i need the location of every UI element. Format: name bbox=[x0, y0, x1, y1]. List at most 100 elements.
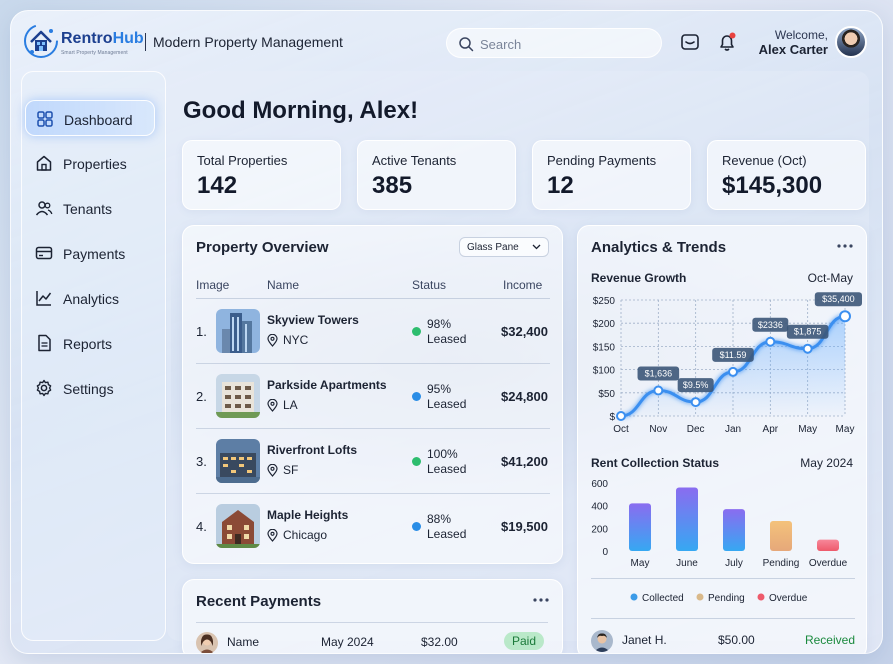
property-thumbnail bbox=[216, 309, 260, 353]
sidebar-item-tenants[interactable]: Tenants bbox=[25, 190, 155, 226]
sidebar-item-label: Payments bbox=[63, 246, 126, 262]
data-label: $1,875 bbox=[794, 327, 822, 337]
table-row[interactable]: 4. Maple Heights Chicago 88% Leased $19,5… bbox=[196, 494, 550, 559]
stat-label: Total Properties bbox=[197, 153, 288, 168]
more-options-icon[interactable] bbox=[533, 598, 549, 602]
data-point bbox=[839, 310, 851, 323]
occupancy-percent: 95% bbox=[427, 382, 452, 396]
user-avatar[interactable] bbox=[835, 26, 867, 58]
y-tick-label: 0 bbox=[602, 547, 608, 558]
property-income: $41,200 bbox=[501, 454, 548, 469]
stat-card-total-properties: Total Properties 142 bbox=[182, 140, 341, 210]
gear-icon bbox=[36, 379, 52, 397]
column-header: Status bbox=[412, 278, 447, 292]
payment-date: May 2024 bbox=[321, 635, 374, 649]
status-dot bbox=[412, 392, 421, 401]
analytics-card: Analytics & Trends Revenue Growth Oct-Ma… bbox=[577, 225, 867, 653]
header-divider bbox=[196, 298, 550, 299]
data-label-bg bbox=[637, 366, 680, 381]
stat-label: Active Tenants bbox=[372, 153, 457, 168]
payment-row[interactable]: Janet H. $50.00 Received bbox=[591, 630, 855, 653]
card-icon bbox=[35, 246, 53, 260]
data-point bbox=[765, 336, 776, 347]
stat-card-revenue: Revenue (Oct) $145,300 bbox=[707, 140, 866, 210]
occupancy-word: Leased bbox=[427, 527, 467, 541]
occupancy-percent: 98% bbox=[427, 317, 452, 331]
card-title: Analytics & Trends bbox=[591, 239, 727, 256]
x-tick-label: May bbox=[798, 424, 817, 435]
location-pin-icon bbox=[267, 334, 278, 347]
status-dot bbox=[412, 522, 421, 531]
bell-icon[interactable] bbox=[716, 31, 738, 53]
payment-name: Name bbox=[227, 635, 260, 649]
row-number: 3. bbox=[196, 454, 207, 469]
stat-label: Revenue (Oct) bbox=[722, 153, 807, 168]
chart-period: Oct-May bbox=[807, 271, 853, 285]
x-tick-label: Dec bbox=[687, 424, 705, 435]
search-bar[interactable] bbox=[446, 28, 662, 58]
stat-value: 142 bbox=[197, 172, 238, 199]
location-label: SF bbox=[283, 463, 299, 477]
sidebar-item-dashboard[interactable]: Dashboard bbox=[25, 100, 155, 136]
stat-value: 12 bbox=[547, 172, 574, 199]
sidebar-item-reports[interactable]: Reports bbox=[25, 325, 155, 361]
y-tick-label: 200 bbox=[591, 524, 608, 535]
table-row[interactable]: 1. Skyview Towers NYC 98% Leased $32,400 bbox=[196, 299, 550, 364]
sidebar-item-label: Analytics bbox=[63, 291, 120, 307]
sidebar-item-label: Tenants bbox=[63, 201, 113, 217]
tenant-avatar bbox=[196, 632, 218, 653]
main-content: Good Morning, Alex! Total Properties 142… bbox=[167, 71, 869, 653]
property-income: $19,500 bbox=[501, 519, 548, 534]
sidebar-item-properties[interactable]: Properties bbox=[25, 145, 155, 181]
legend-swatch bbox=[696, 593, 704, 601]
card-title: Recent Payments bbox=[196, 593, 322, 610]
sidebar-item-payments[interactable]: Payments bbox=[25, 235, 155, 271]
welcome-text: Welcome, bbox=[774, 28, 828, 42]
legend-swatch bbox=[757, 593, 765, 601]
home-icon bbox=[36, 155, 52, 171]
revenue-line-chart: $ $50 $100 $150 $200 $250 Oct Nov Dec Jan Apr May Ma… bbox=[593, 292, 862, 435]
status-badge: Paid bbox=[504, 632, 545, 650]
sidebar-item-settings[interactable]: Settings bbox=[25, 370, 155, 406]
table-row[interactable]: 2. Parkside Apartments LA 95% Leased $24,… bbox=[196, 364, 550, 429]
y-tick-label: $50 bbox=[598, 389, 615, 400]
analytics-icon bbox=[36, 291, 52, 306]
brand-tagline: Smart Property Management bbox=[61, 50, 128, 56]
user-name: Alex Carter bbox=[758, 42, 828, 57]
app-window: RentroHub Smart Property Management Mode… bbox=[10, 10, 883, 654]
data-point bbox=[728, 366, 738, 377]
x-tick-label: May bbox=[631, 558, 650, 569]
table-row[interactable]: 3. Riverfront Lofts SF 100% Leased $41,20… bbox=[196, 429, 550, 494]
brand-name: RentroHub bbox=[61, 30, 144, 47]
sidebar: Dashboard Properties Tenants bbox=[21, 71, 166, 641]
data-point bbox=[653, 385, 664, 396]
sidebar-item-label: Dashboard bbox=[64, 112, 133, 128]
status-dot bbox=[412, 457, 421, 466]
data-label-bg bbox=[712, 347, 754, 362]
more-options-icon[interactable] bbox=[837, 244, 853, 248]
occupancy-word: Leased bbox=[427, 462, 467, 476]
message-icon[interactable] bbox=[679, 31, 701, 53]
notification-dot bbox=[729, 32, 736, 39]
divider bbox=[591, 578, 855, 579]
chart-title: Rent Collection Status bbox=[591, 456, 720, 470]
column-header: Name bbox=[267, 278, 300, 292]
data-label: $11.59 bbox=[720, 350, 747, 360]
document-icon bbox=[38, 334, 51, 352]
x-tick-label: June bbox=[676, 558, 698, 569]
search-input[interactable] bbox=[480, 34, 650, 54]
payment-row[interactable]: Name May 2024 $32.00 Paid bbox=[196, 622, 548, 653]
stat-value: 385 bbox=[372, 172, 413, 199]
y-tick-label: $100 bbox=[593, 366, 616, 377]
location-pin-icon bbox=[267, 529, 278, 542]
chart-title: Revenue Growth bbox=[591, 271, 687, 285]
occupancy-percent: 100% bbox=[427, 447, 458, 461]
sidebar-item-analytics[interactable]: Analytics bbox=[25, 280, 155, 316]
rent-collection-bar-chart: 0 200 400 600 May June July Pending Overdue bbox=[591, 479, 847, 569]
view-selector-dropdown[interactable]: Glass Pane bbox=[459, 237, 549, 257]
occupancy-status: 98% Leased bbox=[427, 317, 487, 347]
payment-amount: $50.00 bbox=[718, 633, 755, 647]
stat-value: $145,300 bbox=[722, 172, 823, 199]
app-title: Modern Property Management bbox=[153, 34, 343, 50]
search-icon bbox=[459, 37, 474, 52]
